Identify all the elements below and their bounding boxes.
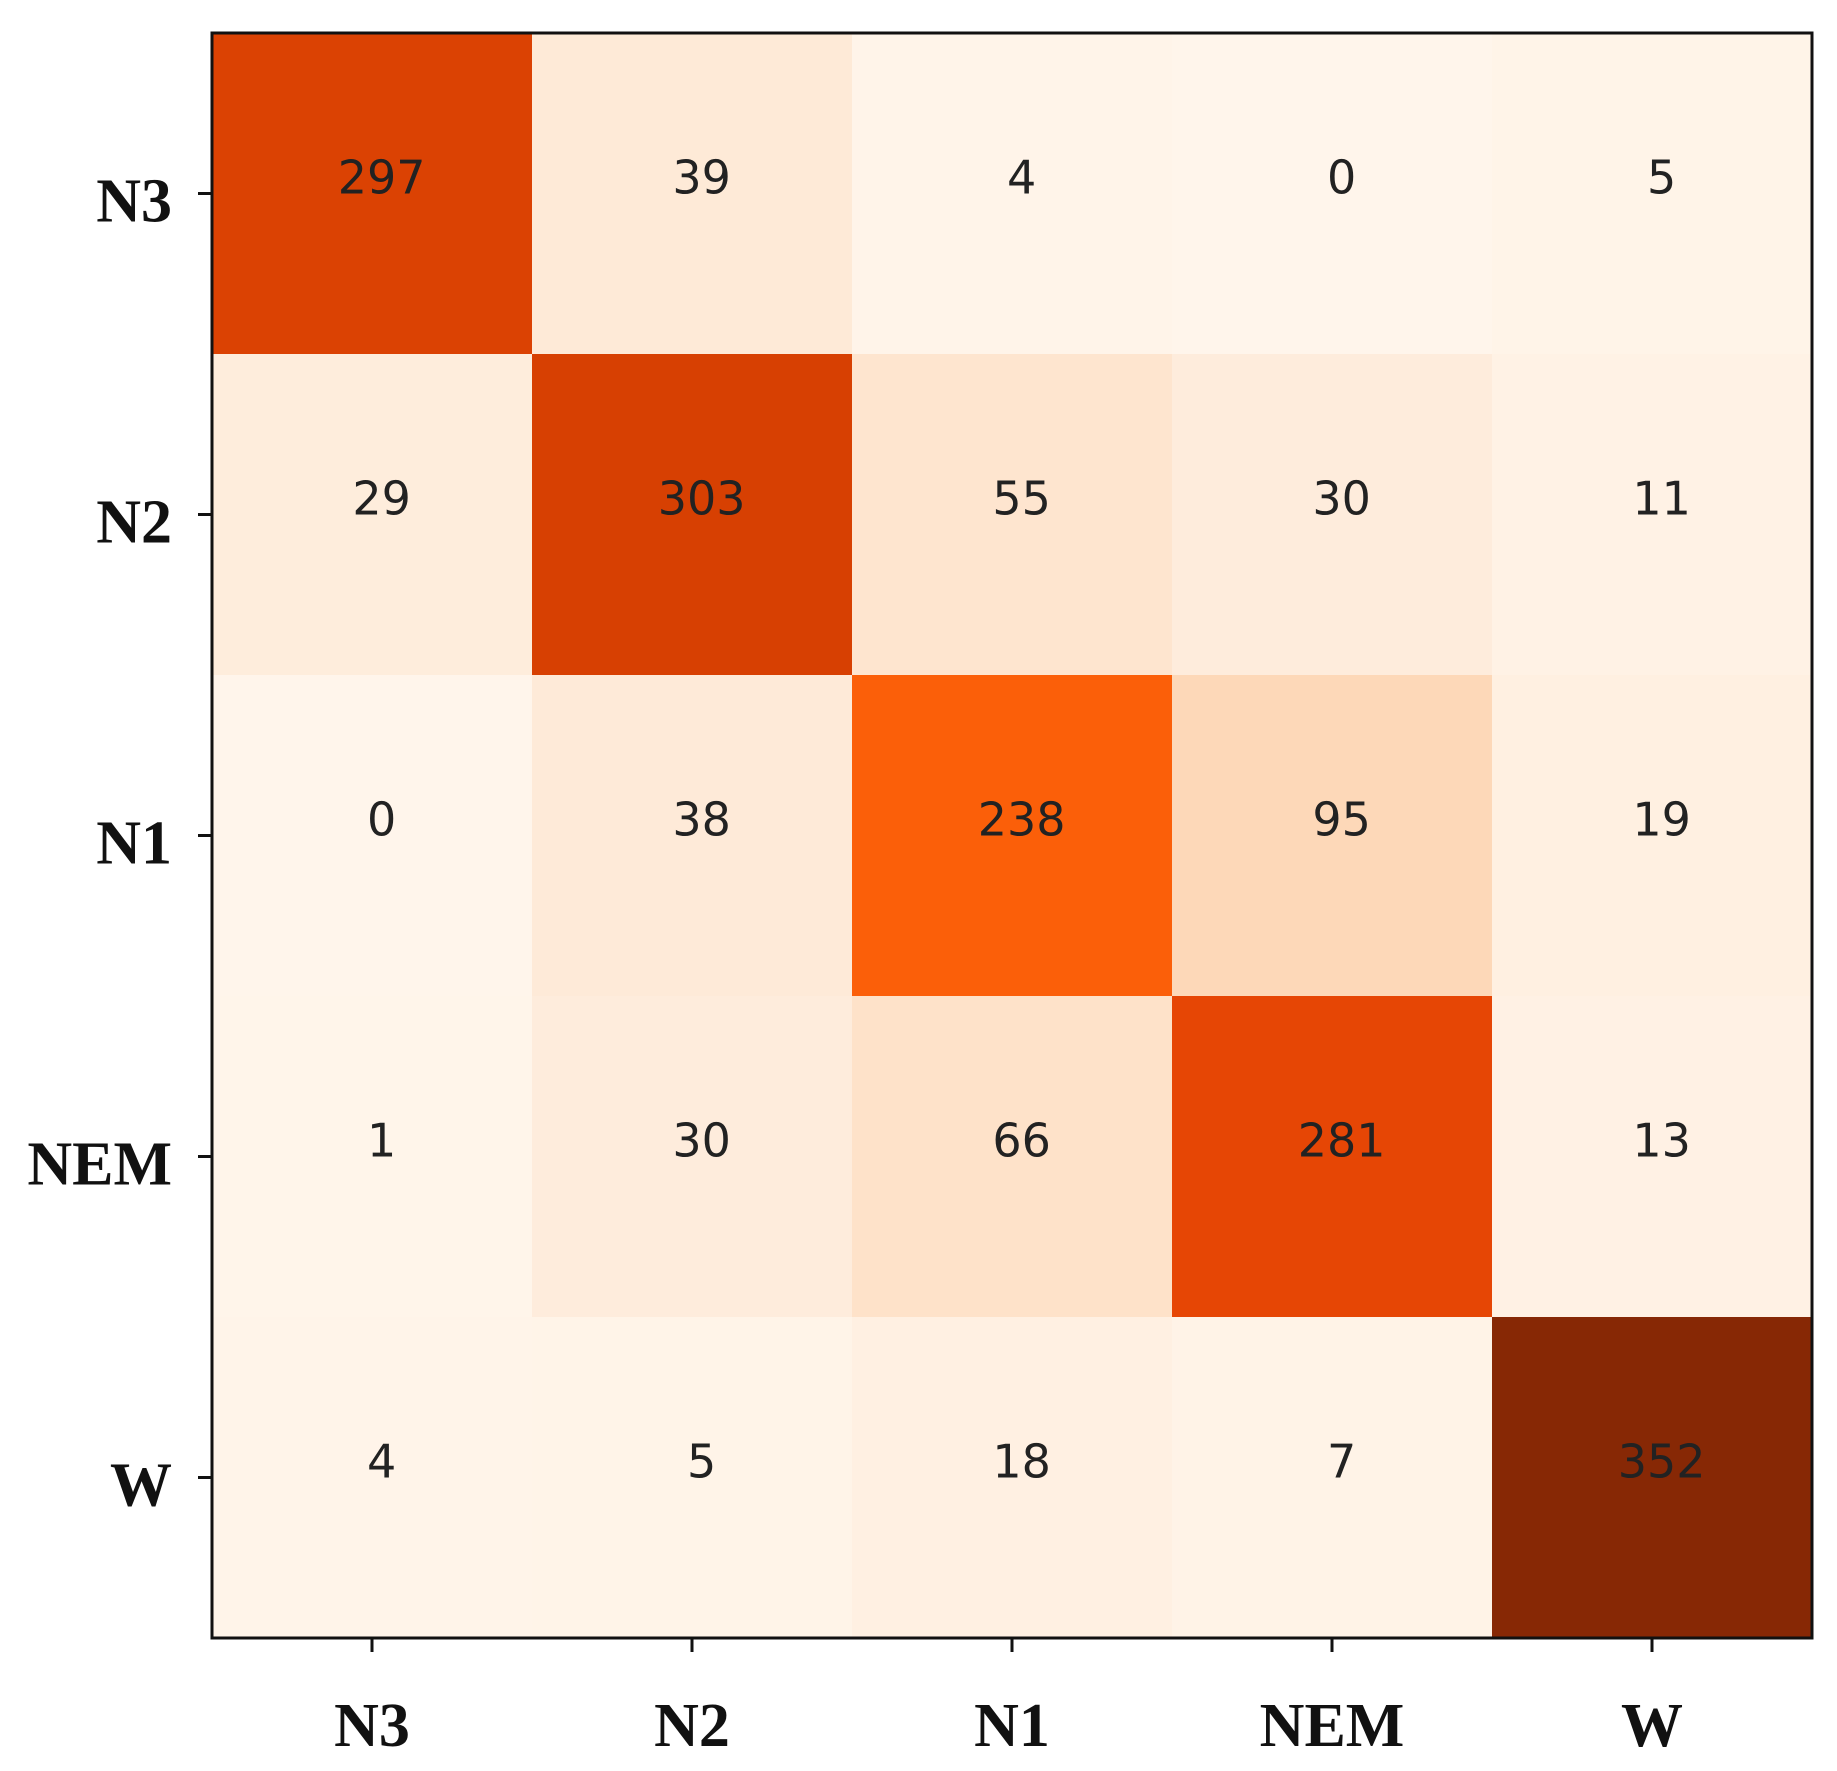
heatmap-cell-N2-N1 xyxy=(852,354,1173,676)
heatmap-cell-N2-NEM xyxy=(1172,354,1493,676)
heatmap-cell-NEM-N1 xyxy=(852,996,1173,1318)
heatmap-cell-N1-W xyxy=(1492,675,1813,997)
x-tick-label-n2: N2 xyxy=(654,1692,730,1760)
cell-value-label: 39 xyxy=(672,150,731,204)
cell-value-labels: 297 39 4 0 5 29 303 55 30 11 0 38 238 95 19 1 30 66 281 13 4… xyxy=(338,150,1706,1488)
heatmap-cell-N2-N2 xyxy=(532,354,853,676)
cell-value-label: 0 xyxy=(367,792,396,846)
heatmap-cell-NEM-W xyxy=(1492,996,1813,1318)
heatmap-cell-N3-N2 xyxy=(532,33,853,355)
heatmap-cell-N1-N3 xyxy=(212,675,533,997)
cell-value-label: 5 xyxy=(1647,150,1676,204)
heatmap-cell-W-W xyxy=(1492,1317,1813,1639)
heatmap-cells xyxy=(212,33,1813,1639)
heatmap-cell-NEM-N2 xyxy=(532,996,853,1318)
cell-value-label: 7 xyxy=(1327,1434,1356,1488)
axis-ticks xyxy=(198,192,1654,1652)
heatmap-cell-NEM-N3 xyxy=(212,996,533,1318)
cell-value-label: 4 xyxy=(1007,150,1036,204)
cell-value-label: 18 xyxy=(992,1434,1051,1488)
heatmap-cell-N2-W xyxy=(1492,354,1813,676)
heatmap-cell-NEM-NEM xyxy=(1172,996,1493,1318)
heatmap-cell-N1-N2 xyxy=(532,675,853,997)
cell-value-label: 19 xyxy=(1632,792,1691,846)
x-tick-label-n3: N3 xyxy=(334,1692,410,1760)
y-tick-labels: N3 N2 N1 NEM W xyxy=(27,168,172,1520)
cell-value-label: 5 xyxy=(687,1434,716,1488)
cell-value-label: 238 xyxy=(978,792,1066,846)
cell-value-label: 11 xyxy=(1632,471,1691,525)
x-tick-labels: N3 N2 N1 NEM W xyxy=(334,1692,1683,1760)
cell-value-label: 38 xyxy=(672,792,731,846)
heatmap-cell-W-N1 xyxy=(852,1317,1173,1639)
cell-value-label: 352 xyxy=(1618,1434,1706,1488)
cell-value-label: 4 xyxy=(367,1434,396,1488)
heatmap-cell-W-N3 xyxy=(212,1317,533,1639)
y-tick-label-n2: N2 xyxy=(96,489,172,557)
y-tick-label-nem: NEM xyxy=(27,1131,172,1199)
cell-value-label: 281 xyxy=(1298,1113,1386,1167)
cell-value-label: 95 xyxy=(1312,792,1371,846)
cell-value-label: 55 xyxy=(992,471,1051,525)
cell-value-label: 30 xyxy=(672,1113,731,1167)
cell-value-label: 297 xyxy=(338,150,426,204)
heatmap-cell-W-N2 xyxy=(532,1317,853,1639)
x-tick-label-w: W xyxy=(1621,1692,1683,1760)
heatmap-cell-N1-NEM xyxy=(1172,675,1493,997)
heatmap-cell-N1-N1 xyxy=(852,675,1173,997)
heatmap-cell-N3-N3 xyxy=(212,33,533,355)
heatmap-cell-W-NEM xyxy=(1172,1317,1493,1639)
y-tick-label-n3: N3 xyxy=(96,168,172,236)
heatmap-cell-N3-NEM xyxy=(1172,33,1493,355)
cell-value-label: 13 xyxy=(1632,1113,1691,1167)
y-tick-label-w: W xyxy=(110,1452,172,1520)
x-tick-label-nem: NEM xyxy=(1260,1692,1405,1760)
heatmap-cell-N2-N3 xyxy=(212,354,533,676)
cell-value-label: 303 xyxy=(658,471,746,525)
cell-value-label: 0 xyxy=(1327,150,1356,204)
heatmap-cell-N3-W xyxy=(1492,33,1813,355)
cell-value-label: 30 xyxy=(1312,471,1371,525)
cell-value-label: 1 xyxy=(367,1113,396,1167)
cell-value-label: 29 xyxy=(352,471,411,525)
heatmap-cell-N3-N1 xyxy=(852,33,1173,355)
cell-value-label: 66 xyxy=(992,1113,1051,1167)
x-tick-label-n1: N1 xyxy=(974,1692,1050,1760)
y-tick-label-n1: N1 xyxy=(96,810,172,878)
